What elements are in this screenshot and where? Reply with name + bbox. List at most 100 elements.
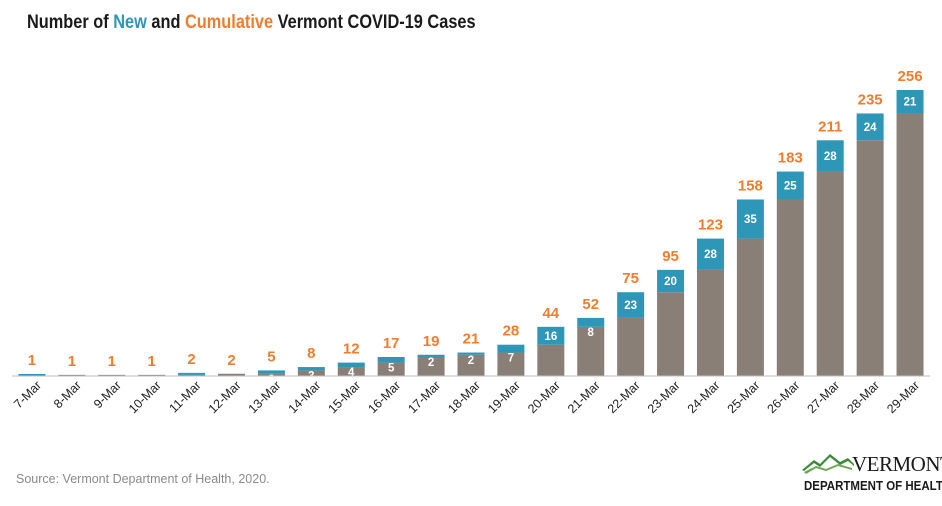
x-tick-labels: 7-Mar 8-Mar 9-Mar 10-Mar 11-Mar 12-Mar 13-Mar 1… xyxy=(11,378,922,416)
total-value-label-10: 19 xyxy=(423,333,440,350)
total-value-label-9: 17 xyxy=(383,335,400,352)
source-note: Source: Vermont Department of Health, 20… xyxy=(16,472,270,486)
new-value-label-9: 5 xyxy=(388,363,395,375)
x-tick-label-3: 10-Mar xyxy=(126,378,164,416)
bar-cumulative-13 xyxy=(537,344,565,376)
bar-cumulative-8 xyxy=(337,367,365,376)
bars-group: 1111223538412517219221728164485223752095… xyxy=(18,68,924,386)
bar-cumulative-9 xyxy=(377,362,405,376)
new-value-label-11: 2 xyxy=(468,355,474,367)
new-value-label-18: 35 xyxy=(744,214,757,226)
bar-cumulative-10 xyxy=(417,357,445,376)
x-tick-label-5: 12-Mar xyxy=(206,378,244,416)
title-cumulative-word: Cumulative xyxy=(184,12,274,33)
logo-department-text: DEPARTMENT OF HEALTH xyxy=(804,479,942,493)
x-tick-label-15: 22-Mar xyxy=(605,378,643,416)
bar-cumulative-11 xyxy=(457,354,485,376)
bar-new-17 xyxy=(696,238,724,270)
total-value-label-22: 256 xyxy=(898,68,923,85)
total-value-label-13: 44 xyxy=(542,305,559,322)
new-value-label-15: 23 xyxy=(624,300,637,312)
total-value-label-1: 1 xyxy=(68,353,76,370)
x-tick-label-10: 17-Mar xyxy=(405,378,443,416)
x-tick-label-20: 27-Mar xyxy=(804,378,842,416)
x-tick-label-19: 26-Mar xyxy=(765,378,803,416)
total-value-label-21: 235 xyxy=(858,91,883,108)
bar-new-13 xyxy=(537,326,565,345)
new-value-label-13: 16 xyxy=(544,331,557,343)
x-tick-label-7: 14-Mar xyxy=(286,378,324,416)
x-tick-label-2: 9-Mar xyxy=(91,378,124,411)
mountain-icon xyxy=(802,454,854,474)
total-value-label-18: 158 xyxy=(738,177,763,194)
bar-new-7 xyxy=(297,367,325,371)
new-value-label-10: 2 xyxy=(428,357,434,369)
total-value-label-0: 1 xyxy=(28,352,36,369)
x-tick-label-14: 21-Mar xyxy=(565,378,603,416)
new-value-label-8: 4 xyxy=(348,367,355,379)
x-tick-label-18: 25-Mar xyxy=(725,378,763,416)
new-value-label-20: 28 xyxy=(824,151,837,163)
new-value-label-17: 28 xyxy=(704,249,717,261)
total-value-label-19: 183 xyxy=(778,150,803,167)
bar-cumulative-22 xyxy=(896,113,924,376)
x-tick-label-8: 15-Mar xyxy=(325,378,363,416)
new-value-label-16: 20 xyxy=(664,276,677,288)
bar-cumulative-6 xyxy=(257,373,285,376)
x-tick-label-13: 20-Mar xyxy=(525,378,563,416)
vermont-health-logo: VERMONT DEPARTMENT OF HEALTH xyxy=(800,448,942,498)
x-tick-label-11: 18-Mar xyxy=(445,378,483,416)
total-value-label-11: 21 xyxy=(463,331,480,348)
bar-cumulative-16 xyxy=(657,292,685,376)
total-value-label-3: 1 xyxy=(148,353,156,370)
bar-cumulative-19 xyxy=(776,199,804,376)
logo-vermont-text: VERMONT xyxy=(852,452,942,476)
bar-new-22 xyxy=(896,90,924,114)
total-value-label-12: 28 xyxy=(503,323,520,340)
bar-new-19 xyxy=(776,171,804,200)
bar-new-14 xyxy=(577,317,605,327)
bar-cumulative-14 xyxy=(577,326,605,376)
title-prefix: Number of xyxy=(27,12,114,33)
total-value-label-14: 52 xyxy=(582,296,599,313)
x-tick-label-1: 8-Mar xyxy=(51,378,84,411)
x-tick-label-17: 24-Mar xyxy=(685,378,723,416)
bar-cumulative-17 xyxy=(696,269,724,376)
x-tick-label-6: 13-Mar xyxy=(246,378,284,416)
bar-new-20 xyxy=(816,140,844,172)
total-value-label-7: 8 xyxy=(307,345,315,362)
total-value-label-5: 2 xyxy=(227,352,235,369)
bar-new-10 xyxy=(417,354,445,358)
x-tick-label-21: 28-Mar xyxy=(844,378,882,416)
bar-cumulative-21 xyxy=(856,140,884,376)
bar-cumulative-7 xyxy=(297,370,325,376)
bar-cumulative-15 xyxy=(617,317,645,376)
new-value-label-19: 25 xyxy=(784,181,797,193)
title-new-word: New xyxy=(113,12,147,33)
total-value-label-15: 75 xyxy=(622,270,639,287)
x-tick-label-22: 29-Mar xyxy=(884,378,922,416)
new-value-label-22: 21 xyxy=(904,97,917,109)
x-tick-label-4: 11-Mar xyxy=(166,378,203,415)
x-tick-label-9: 16-Mar xyxy=(365,378,403,416)
total-value-label-6: 5 xyxy=(267,348,275,365)
new-value-label-14: 8 xyxy=(588,327,595,339)
bar-new-4 xyxy=(178,372,206,375)
new-value-label-21: 24 xyxy=(864,122,877,134)
bar-new-12 xyxy=(497,344,525,353)
title-middle: and xyxy=(146,12,185,33)
total-value-label-2: 1 xyxy=(108,353,116,370)
bar-cumulative-12 xyxy=(497,352,525,376)
new-value-label-6: 3 xyxy=(268,374,274,386)
x-tick-label-16: 23-Mar xyxy=(645,378,683,416)
total-value-label-20: 211 xyxy=(818,118,842,135)
x-tick-label-0: 7-Mar xyxy=(11,378,44,411)
bar-new-8 xyxy=(337,362,365,368)
chart-title: Number of New and Cumulative Vermont COV… xyxy=(27,12,476,34)
x-tick-label-12: 19-Mar xyxy=(485,378,523,416)
bar-new-18 xyxy=(736,199,764,239)
total-value-label-4: 2 xyxy=(187,351,195,368)
total-value-label-17: 123 xyxy=(698,217,723,234)
total-value-label-8: 12 xyxy=(343,341,360,358)
